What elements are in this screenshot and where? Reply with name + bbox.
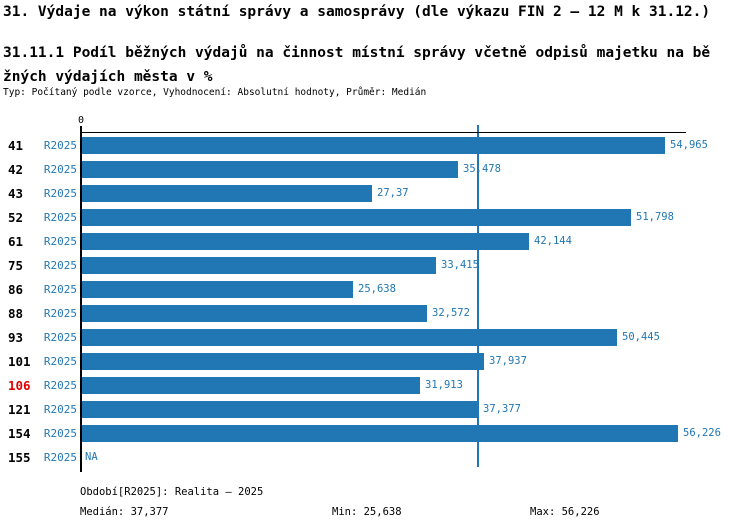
median-stat-label: Medián: 37,377 xyxy=(80,506,169,518)
value-label: 27,37 xyxy=(377,187,409,199)
series-label: R2025 xyxy=(43,403,77,416)
bar xyxy=(81,425,678,442)
value-label: 51,798 xyxy=(636,211,674,223)
category-label: 86 xyxy=(8,282,24,297)
bar xyxy=(81,137,665,154)
indicator-meta: Typ: Počítaný podle vzorce, Vyhodnocení:… xyxy=(3,87,427,98)
median-line xyxy=(477,125,479,467)
y-axis-line xyxy=(80,126,82,472)
indicator-subtitle: 31.11.1 Podíl běžných výdajů na činnost … xyxy=(3,45,711,85)
bar xyxy=(81,233,529,250)
period-label: Období[R2025]: Realita – 2025 xyxy=(80,486,264,498)
series-label: R2025 xyxy=(43,451,77,464)
series-label: R2025 xyxy=(43,283,77,296)
category-label: 154 xyxy=(8,426,31,441)
category-label: 52 xyxy=(8,210,24,225)
series-label: R2025 xyxy=(43,139,77,152)
min-stat-label: Min: 25,638 xyxy=(332,506,402,518)
category-label: 61 xyxy=(8,234,24,249)
bar xyxy=(81,257,436,274)
category-label: 88 xyxy=(8,306,24,321)
series-label: R2025 xyxy=(43,307,77,320)
category-label: 106 xyxy=(8,378,31,393)
x-axis-line xyxy=(81,132,686,133)
series-label: R2025 xyxy=(43,235,77,248)
category-label: 75 xyxy=(8,258,24,273)
category-label: 43 xyxy=(8,186,24,201)
bar xyxy=(81,305,427,322)
category-label: 42 xyxy=(8,162,24,177)
bar xyxy=(81,185,372,202)
value-label: 42,144 xyxy=(534,235,572,247)
value-label: 32,572 xyxy=(432,307,470,319)
bar xyxy=(81,209,631,226)
report-title: 31. Výdaje na výkon státní správy a samo… xyxy=(3,4,711,20)
na-label: NA xyxy=(85,451,98,463)
bar xyxy=(81,161,458,178)
value-label: 37,937 xyxy=(489,355,527,367)
category-label: 155 xyxy=(8,450,31,465)
value-label: 50,445 xyxy=(622,331,660,343)
category-label: 121 xyxy=(8,402,31,417)
bar xyxy=(81,329,617,346)
series-label: R2025 xyxy=(43,331,77,344)
series-label: R2025 xyxy=(43,355,77,368)
bar xyxy=(81,401,478,418)
series-label: R2025 xyxy=(43,427,77,440)
bar xyxy=(81,281,353,298)
category-label: 41 xyxy=(8,138,24,153)
value-label: 25,638 xyxy=(358,283,396,295)
value-label: 35,478 xyxy=(463,163,501,175)
value-label: 31,913 xyxy=(425,379,463,391)
category-label: 93 xyxy=(8,330,24,345)
category-label: 101 xyxy=(8,354,31,369)
bar xyxy=(81,377,420,394)
series-label: R2025 xyxy=(43,163,77,176)
value-label: 56,226 xyxy=(683,427,721,439)
series-label: R2025 xyxy=(43,259,77,272)
series-label: R2025 xyxy=(43,187,77,200)
value-label: 54,965 xyxy=(670,139,708,151)
series-label: R2025 xyxy=(43,211,77,224)
bar xyxy=(81,353,484,370)
value-label: 33,415 xyxy=(441,259,479,271)
value-label: 37,377 xyxy=(483,403,521,415)
max-stat-label: Max: 56,226 xyxy=(530,506,600,518)
series-label: R2025 xyxy=(43,379,77,392)
x-axis-zero-tick-label: 0 xyxy=(77,115,85,126)
